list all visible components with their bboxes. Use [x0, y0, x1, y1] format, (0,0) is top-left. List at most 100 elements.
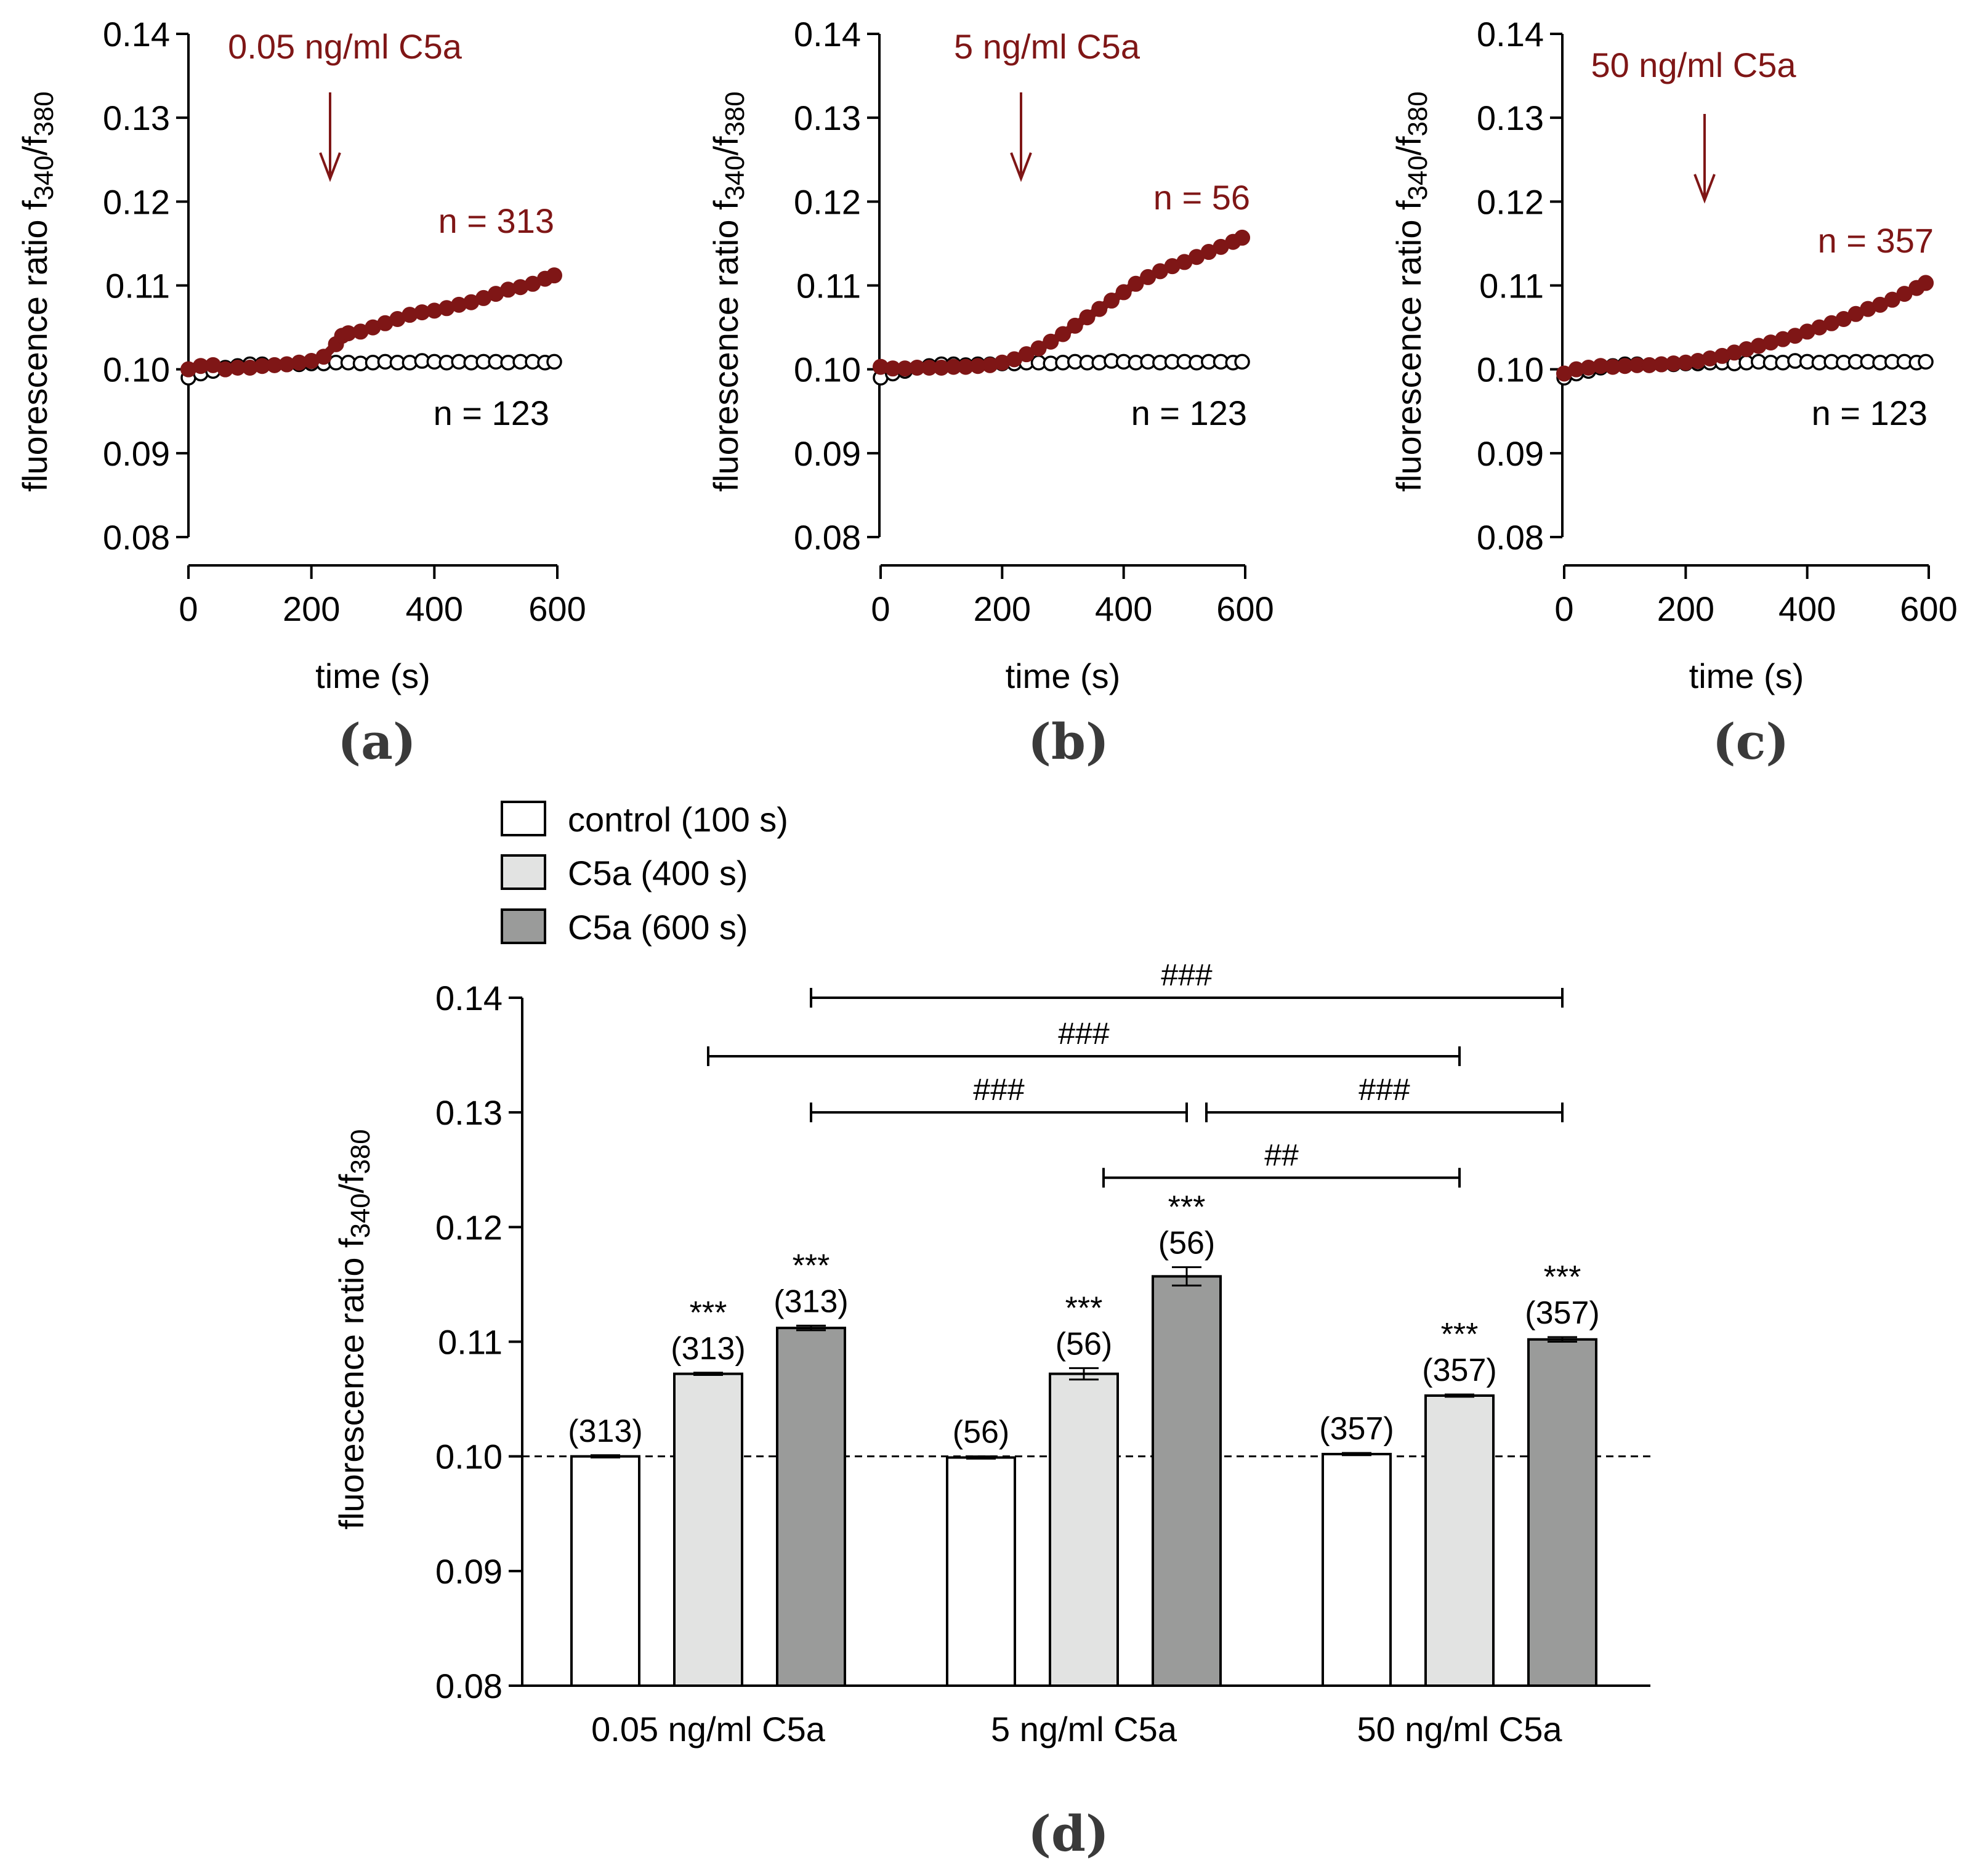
x-tick-label: 0 — [179, 589, 198, 628]
y-tick-label: 0.08 — [103, 518, 170, 557]
y-tick-label: 0.11 — [796, 267, 861, 305]
stimulus-annotation: 5 ng/ml C5a — [954, 27, 1140, 66]
significance-label: *** — [793, 1248, 830, 1284]
y-tick-label: 0.10 — [794, 350, 861, 389]
c5a-point — [1091, 301, 1108, 317]
c5a-point — [1128, 275, 1144, 292]
y-tick-label: 0.09 — [1477, 434, 1544, 473]
n-label: (357) — [1422, 1352, 1496, 1388]
y-tick-label: 0.10 — [103, 350, 170, 389]
x-tick-label: 0 — [1554, 589, 1573, 628]
category-label: 5 ng/ml C5a — [991, 1710, 1177, 1749]
y-axis-title: fluorescence ratio f340/f380 — [706, 91, 750, 491]
panel-label: (c) — [1713, 713, 1789, 770]
c5a-n-label: n = 56 — [1153, 178, 1250, 217]
n-label: (56) — [953, 1415, 1009, 1450]
bar — [673, 1372, 743, 1688]
ylabel-part: 340 — [29, 155, 59, 200]
c5a-point — [1030, 340, 1047, 357]
category-label: 50 ng/ml C5a — [1357, 1710, 1562, 1749]
n-label: (357) — [1319, 1411, 1394, 1447]
legend-swatch — [501, 908, 546, 944]
x-axis-title: time (s) — [1689, 657, 1804, 695]
x-tick-label: 200 — [283, 589, 340, 628]
y-axis-title: fluorescence ratio f340/f380 — [15, 91, 59, 491]
y-tick-label: 0.08 — [794, 518, 861, 557]
x-tick-label: 600 — [1900, 589, 1957, 628]
comparison-label: ### — [1161, 958, 1213, 992]
c5a-point — [546, 267, 563, 284]
legend-swatch — [501, 801, 546, 836]
legend: control (100 s) C5a (400 s) C5a (600 s) — [501, 800, 788, 947]
n-label: (56) — [1056, 1326, 1112, 1362]
comparison-label: ### — [1358, 1072, 1410, 1107]
n-label: (313) — [773, 1284, 848, 1319]
ylabel-part: fluorescence ratio f — [15, 200, 54, 492]
c5a-point — [1043, 333, 1059, 350]
comparison-label: ## — [1264, 1138, 1299, 1172]
y-tick-label: 0.11 — [1479, 267, 1544, 305]
c5a-point — [1115, 284, 1132, 301]
bar — [570, 1455, 640, 1688]
c5a-point — [1067, 317, 1083, 334]
panel-label: (d) — [1028, 1805, 1109, 1862]
y-tick-label: 0.12 — [1477, 182, 1544, 221]
x-tick-label: 0 — [871, 589, 890, 628]
bar — [1527, 1338, 1597, 1687]
y-tick-label: 0.13 — [1477, 99, 1544, 137]
x-tick-label: 600 — [1216, 589, 1274, 628]
comparison-label: ### — [1058, 1016, 1110, 1051]
panel-labels: (a) (b) (c) (d) — [337, 713, 1789, 1862]
y-tick-label: 0.10 — [435, 1437, 503, 1476]
y-tick-label: 0.09 — [794, 434, 861, 473]
legend-label: control (100 s) — [568, 800, 788, 839]
y-tick-label: 0.11 — [438, 1323, 503, 1362]
y-axis-title: fluorescence ratio f340/f380 — [332, 1129, 376, 1529]
n-label: (313) — [568, 1413, 642, 1449]
bar — [946, 1456, 1016, 1687]
ylabel-part: 340 — [1403, 155, 1433, 200]
panel-c-time-course: 0.08 0.09 0.10 0.11 0.12 0.13 0.14 0 200 400 600 ti… — [1389, 15, 1958, 695]
bar — [776, 1327, 846, 1687]
y-tick-label: 0.12 — [435, 1208, 503, 1247]
significance-label: *** — [1544, 1259, 1581, 1295]
y-tick-label: 0.13 — [103, 99, 170, 137]
bar — [1424, 1394, 1495, 1687]
n-label: (313) — [671, 1331, 745, 1367]
y-tick-label: 0.11 — [105, 267, 170, 305]
bar — [1322, 1452, 1392, 1688]
bar — [1152, 1275, 1222, 1687]
stimulus-annotation: 0.05 ng/ml C5a — [228, 27, 462, 66]
stimulus-annotation: 50 ng/ml C5a — [1591, 46, 1796, 84]
ylabel-part: fluorescence ratio f — [332, 1238, 371, 1530]
control-point — [1918, 354, 1934, 370]
c5a-point — [1103, 293, 1120, 309]
ylabel-part: /f — [706, 136, 745, 156]
x-tick-label: 400 — [406, 589, 463, 628]
x-tick-label: 600 — [528, 589, 586, 628]
y-tick-label: 0.13 — [794, 99, 861, 137]
ylabel-part: 340 — [720, 155, 750, 200]
x-axis-title: time (s) — [1006, 657, 1121, 695]
significance-label: *** — [1168, 1189, 1206, 1225]
c5a-point — [1918, 275, 1934, 291]
bar — [1049, 1372, 1119, 1688]
control-n-label: n = 123 — [434, 394, 549, 432]
panel-b-time-course: 0.08 0.09 0.10 0.11 0.12 0.13 0.14 0 200 400 600 ti… — [706, 15, 1274, 695]
panel-d-bar-chart: 0.08 0.09 0.10 0.11 0.12 0.13 0.14 fluorescence… — [332, 800, 1650, 1749]
control-n-label: n = 123 — [1812, 394, 1928, 432]
y-tick-label: 0.12 — [794, 182, 861, 221]
c5a-point — [1055, 326, 1071, 342]
x-tick-label: 200 — [1657, 589, 1714, 628]
significance-label: *** — [1441, 1317, 1479, 1352]
y-tick-label: 0.08 — [435, 1667, 503, 1705]
ylabel-part: fluorescence ratio f — [1389, 200, 1428, 492]
significance-label: *** — [690, 1295, 727, 1331]
y-tick-label: 0.14 — [435, 979, 503, 1017]
stimulus-arrow-head — [1010, 152, 1032, 182]
ylabel-part: 380 — [720, 91, 750, 136]
control-point — [1234, 354, 1250, 370]
y-tick-label: 0.14 — [103, 15, 170, 54]
ylabel-part: /f — [15, 136, 54, 156]
